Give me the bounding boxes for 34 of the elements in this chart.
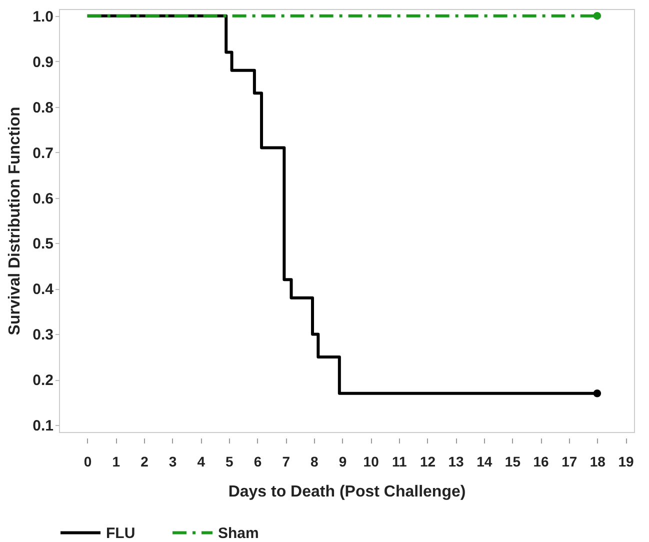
x-tick-label: 0 [84,454,92,470]
y-tick-label: 0.6 [32,190,54,208]
x-tick-label: 6 [254,454,262,470]
legend-label: Sham [218,524,259,542]
y-tick-label: 0.2 [32,372,54,390]
y-tick-label: 1.0 [32,8,54,26]
x-tick-label: 10 [363,454,380,470]
x-tick-label: 5 [226,454,234,470]
x-tick-label: 18 [590,454,606,470]
y-tick-label: 0.8 [32,99,54,116]
y-tick-label: 0.1 [32,418,54,435]
x-tick-label: 9 [338,454,347,470]
x-tick-label: 7 [282,454,290,470]
y-tick-label: 0.3 [32,326,54,344]
x-tick-label: 13 [448,454,464,470]
y-tick-label: 0.5 [32,236,54,253]
x-tick-label: 11 [392,454,408,470]
y-tick-label: 0.7 [32,144,54,162]
legend-label: FLU [106,524,136,542]
x-tick-label: 19 [618,454,634,470]
x-tick-label: 4 [197,454,206,470]
x-tick-label: 15 [504,454,521,470]
x-tick-label: 14 [476,454,492,470]
x-tick-label: 12 [420,454,436,470]
y-axis-title: Survival Distribution Function [6,106,24,336]
x-tick-label: 1 [112,454,120,470]
x-tick-label: 2 [140,454,149,470]
x-axis-title: Days to Death (Post Challenge) [228,484,466,500]
y-tick-label: 0.9 [32,54,54,71]
y-tick-label: 0.4 [32,281,54,298]
x-tick-label: 3 [168,454,177,470]
x-tick-label: 17 [562,454,578,470]
x-tick-label: 16 [533,454,550,470]
x-tick-label: 8 [310,454,319,470]
